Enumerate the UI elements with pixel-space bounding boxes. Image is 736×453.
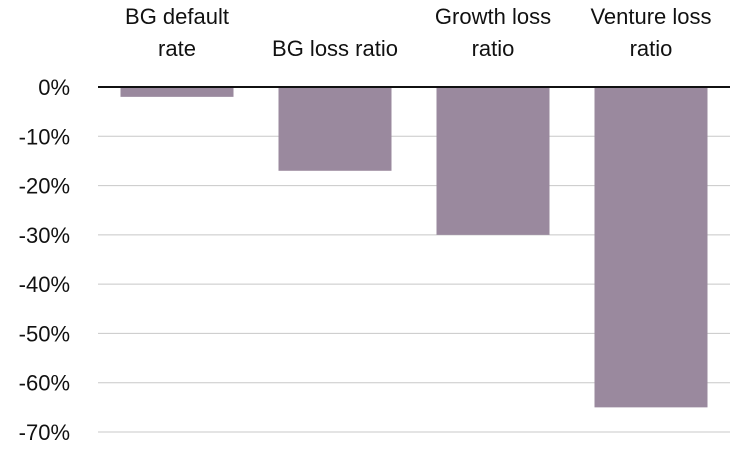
bar — [594, 87, 708, 408]
category-label: ratio — [630, 36, 673, 61]
y-tick-label: -20% — [19, 174, 70, 199]
category-labels: BG default rate BG loss ratio Growth loss ra… — [125, 4, 712, 61]
category-label: Venture loss — [590, 4, 711, 29]
bars — [120, 87, 708, 408]
y-tick-label: -10% — [19, 124, 70, 149]
category-label: BG default — [125, 4, 229, 29]
y-tick-label: -50% — [19, 321, 70, 346]
bar — [120, 87, 234, 97]
y-tick-label: 0% — [38, 75, 70, 100]
gridlines — [98, 135, 730, 433]
category-label: rate — [158, 36, 196, 61]
y-axis-ticks: 0% -10% -20% -30% -40% -50% -60% -70% — [19, 75, 70, 445]
bar — [436, 87, 550, 235]
category-label: BG loss ratio — [272, 36, 398, 61]
bar — [278, 87, 392, 171]
y-tick-label: -40% — [19, 272, 70, 297]
category-label: Growth loss — [435, 4, 551, 29]
category-label: ratio — [472, 36, 515, 61]
y-tick-label: -60% — [19, 371, 70, 396]
y-tick-label: -70% — [19, 420, 70, 445]
y-tick-label: -30% — [19, 223, 70, 248]
